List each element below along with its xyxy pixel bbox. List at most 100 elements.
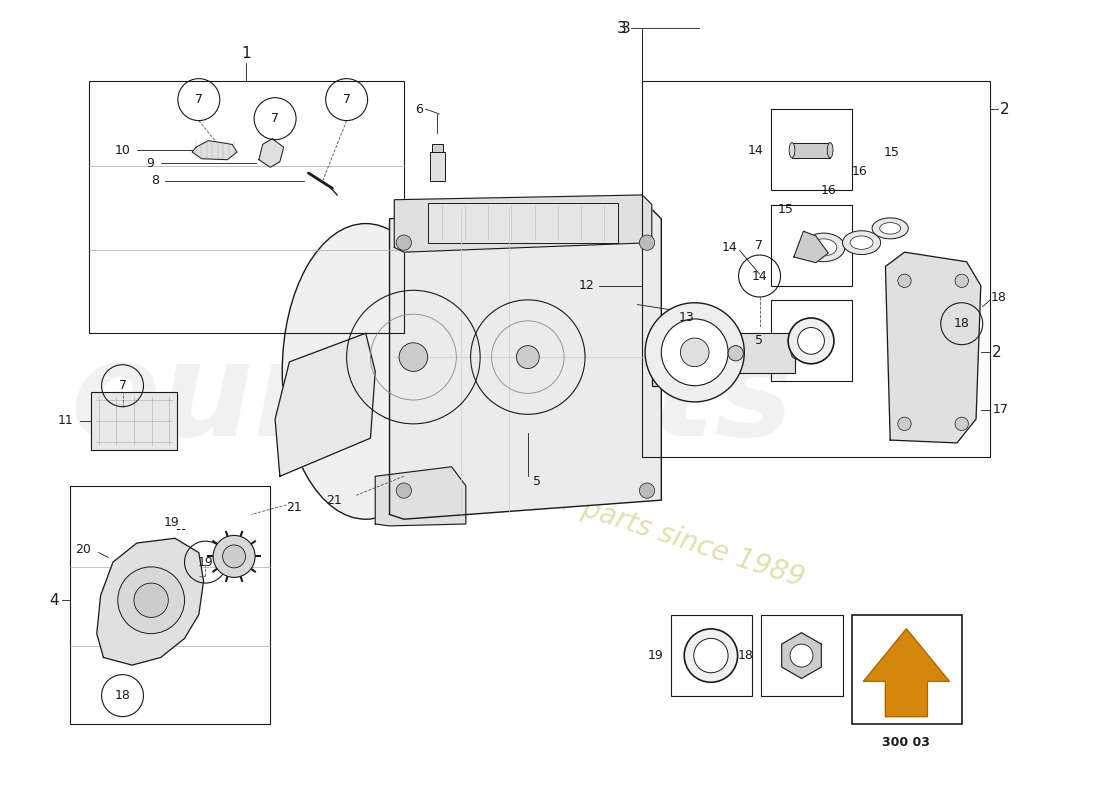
Polygon shape	[864, 629, 949, 717]
Polygon shape	[782, 633, 822, 678]
Text: 5: 5	[756, 334, 763, 347]
Text: 14: 14	[722, 241, 738, 254]
Text: 13: 13	[679, 311, 695, 325]
Text: 5: 5	[532, 474, 540, 487]
Text: 7: 7	[342, 93, 351, 106]
Circle shape	[898, 417, 911, 430]
Text: 3: 3	[621, 21, 630, 35]
Bar	[771, 300, 852, 381]
Circle shape	[681, 338, 710, 366]
Ellipse shape	[872, 218, 909, 239]
Bar	[70, 486, 271, 724]
Text: 12: 12	[579, 279, 595, 292]
Circle shape	[661, 319, 728, 386]
Polygon shape	[394, 195, 652, 252]
Text: 15: 15	[778, 202, 793, 216]
Bar	[642, 81, 990, 458]
Text: a passion for parts since 1989: a passion for parts since 1989	[400, 436, 808, 593]
Polygon shape	[275, 334, 375, 476]
Circle shape	[791, 347, 803, 359]
Ellipse shape	[802, 233, 845, 262]
Bar	[89, 81, 404, 334]
Circle shape	[399, 342, 428, 371]
Circle shape	[213, 535, 255, 578]
Circle shape	[645, 302, 745, 402]
Text: 16: 16	[821, 184, 836, 197]
Ellipse shape	[827, 142, 833, 158]
Polygon shape	[192, 141, 236, 160]
Bar	[671, 614, 752, 696]
Circle shape	[222, 545, 245, 568]
Circle shape	[955, 274, 968, 287]
Text: 18: 18	[990, 290, 1006, 303]
Text: 21: 21	[286, 502, 302, 514]
Text: 15: 15	[884, 146, 900, 158]
Bar	[852, 614, 961, 724]
Bar	[431, 145, 443, 152]
Circle shape	[684, 629, 738, 682]
Polygon shape	[375, 466, 465, 526]
Bar	[738, 334, 795, 374]
Text: 14: 14	[748, 144, 763, 157]
Text: 2: 2	[1000, 102, 1010, 117]
Polygon shape	[389, 200, 661, 519]
Bar	[771, 205, 852, 286]
Text: 19: 19	[164, 515, 179, 529]
Bar	[652, 329, 700, 386]
Text: 3: 3	[617, 21, 627, 35]
Circle shape	[396, 235, 411, 250]
Text: 18: 18	[954, 318, 970, 330]
Bar	[761, 614, 843, 696]
Bar	[771, 109, 852, 190]
Text: 9: 9	[146, 157, 154, 170]
Ellipse shape	[283, 223, 449, 519]
Text: 16: 16	[851, 165, 868, 178]
Circle shape	[134, 583, 168, 618]
Text: 7: 7	[195, 93, 202, 106]
Text: 17: 17	[992, 403, 1008, 416]
Text: 18: 18	[738, 649, 754, 662]
Circle shape	[694, 638, 728, 673]
Ellipse shape	[880, 222, 901, 234]
Circle shape	[661, 342, 690, 371]
Circle shape	[790, 644, 813, 667]
Text: 4: 4	[50, 593, 58, 608]
Polygon shape	[97, 538, 204, 665]
Text: euroParts: euroParts	[70, 337, 794, 463]
Circle shape	[639, 483, 654, 498]
Circle shape	[639, 235, 654, 250]
Bar	[428, 202, 618, 242]
Ellipse shape	[789, 142, 795, 158]
Text: 20: 20	[75, 543, 91, 556]
Text: 8: 8	[151, 174, 158, 187]
Text: 1: 1	[242, 46, 251, 62]
Text: 11: 11	[57, 414, 73, 427]
Circle shape	[118, 567, 185, 634]
Polygon shape	[258, 138, 284, 167]
Text: 19: 19	[648, 649, 663, 662]
Ellipse shape	[843, 230, 881, 254]
Text: 7: 7	[119, 379, 126, 392]
Ellipse shape	[850, 236, 873, 250]
Text: 10: 10	[114, 144, 130, 157]
Ellipse shape	[810, 239, 837, 256]
Circle shape	[898, 274, 911, 287]
Circle shape	[396, 483, 411, 498]
Circle shape	[798, 327, 824, 354]
Text: 2: 2	[992, 345, 1002, 360]
Polygon shape	[794, 231, 828, 262]
Circle shape	[789, 318, 834, 364]
Text: 14: 14	[751, 270, 768, 282]
Text: 21: 21	[326, 494, 342, 506]
Text: 7: 7	[756, 239, 763, 252]
Polygon shape	[886, 252, 981, 443]
Circle shape	[955, 417, 968, 430]
Text: 6: 6	[415, 102, 422, 116]
Bar	[792, 142, 830, 158]
Text: 19: 19	[198, 556, 213, 569]
Text: 7: 7	[271, 112, 279, 125]
Bar	[430, 152, 444, 181]
Circle shape	[728, 346, 744, 361]
Circle shape	[516, 346, 539, 369]
Text: 18: 18	[114, 689, 131, 702]
